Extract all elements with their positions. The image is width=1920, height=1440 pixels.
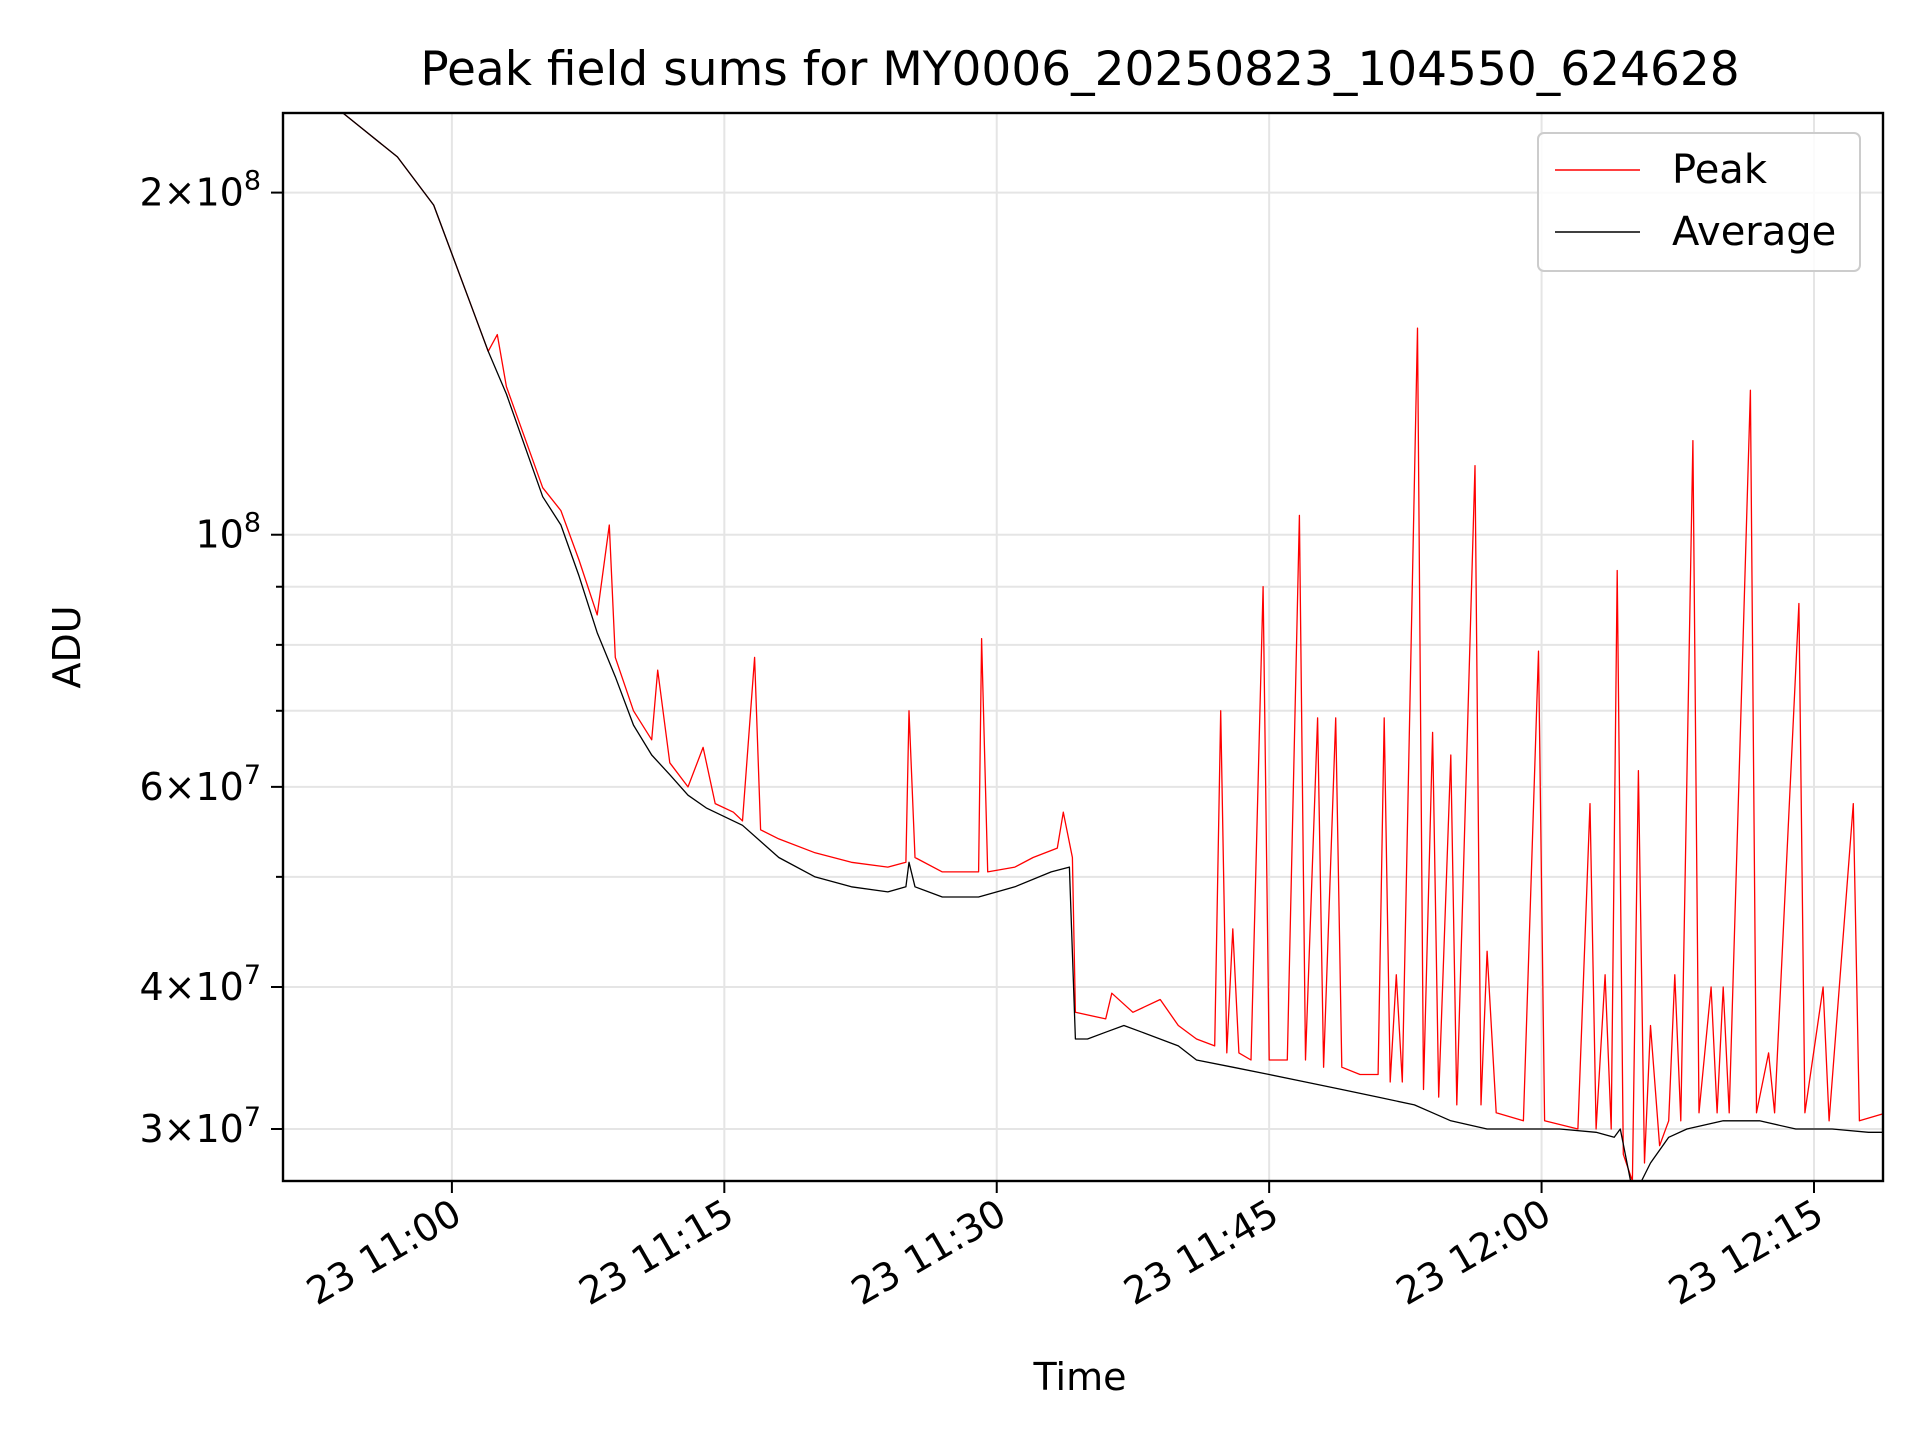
x-axis-label: Time [1033, 1355, 1127, 1399]
x-tick-label: 23 11:30 [844, 1191, 1013, 1314]
series-line-average [283, 113, 1883, 1181]
y-axis-label: ADU [45, 605, 89, 688]
x-tick-label: 23 11:15 [572, 1191, 741, 1314]
x-axis: 23 11:00 23 11:15 23 11:30 23 11:45 23 12:00… [299, 1181, 1830, 1314]
legend-label-peak: Peak [1672, 147, 1768, 193]
y-tick-label: 108 [195, 508, 261, 557]
y-axis: 3×107 4×107 6×107 108 2×108 [139, 166, 283, 1151]
series-line-peak [283, 113, 1883, 1181]
legend-box [1537, 132, 1861, 272]
x-tick-label: 23 11:00 [299, 1191, 468, 1314]
series-layer [283, 113, 1883, 1181]
y-tick-label: 3×107 [139, 1102, 261, 1151]
legend: Peak Average [1537, 132, 1861, 272]
legend-label-average: Average [1672, 209, 1836, 255]
x-tick-label: 23 12:00 [1389, 1191, 1558, 1314]
x-tick-label: 23 12:15 [1661, 1191, 1830, 1314]
y-tick-label: 4×107 [139, 960, 261, 1009]
y-tick-label: 2×108 [139, 166, 261, 215]
y-tick-label: 6×107 [139, 760, 261, 809]
chart-title: Peak field sums for MY0006_20250823_1045… [420, 42, 1739, 97]
x-tick-label: 23 11:45 [1116, 1191, 1285, 1314]
plot-frame [281, 111, 1885, 1183]
grid [283, 113, 1883, 1181]
